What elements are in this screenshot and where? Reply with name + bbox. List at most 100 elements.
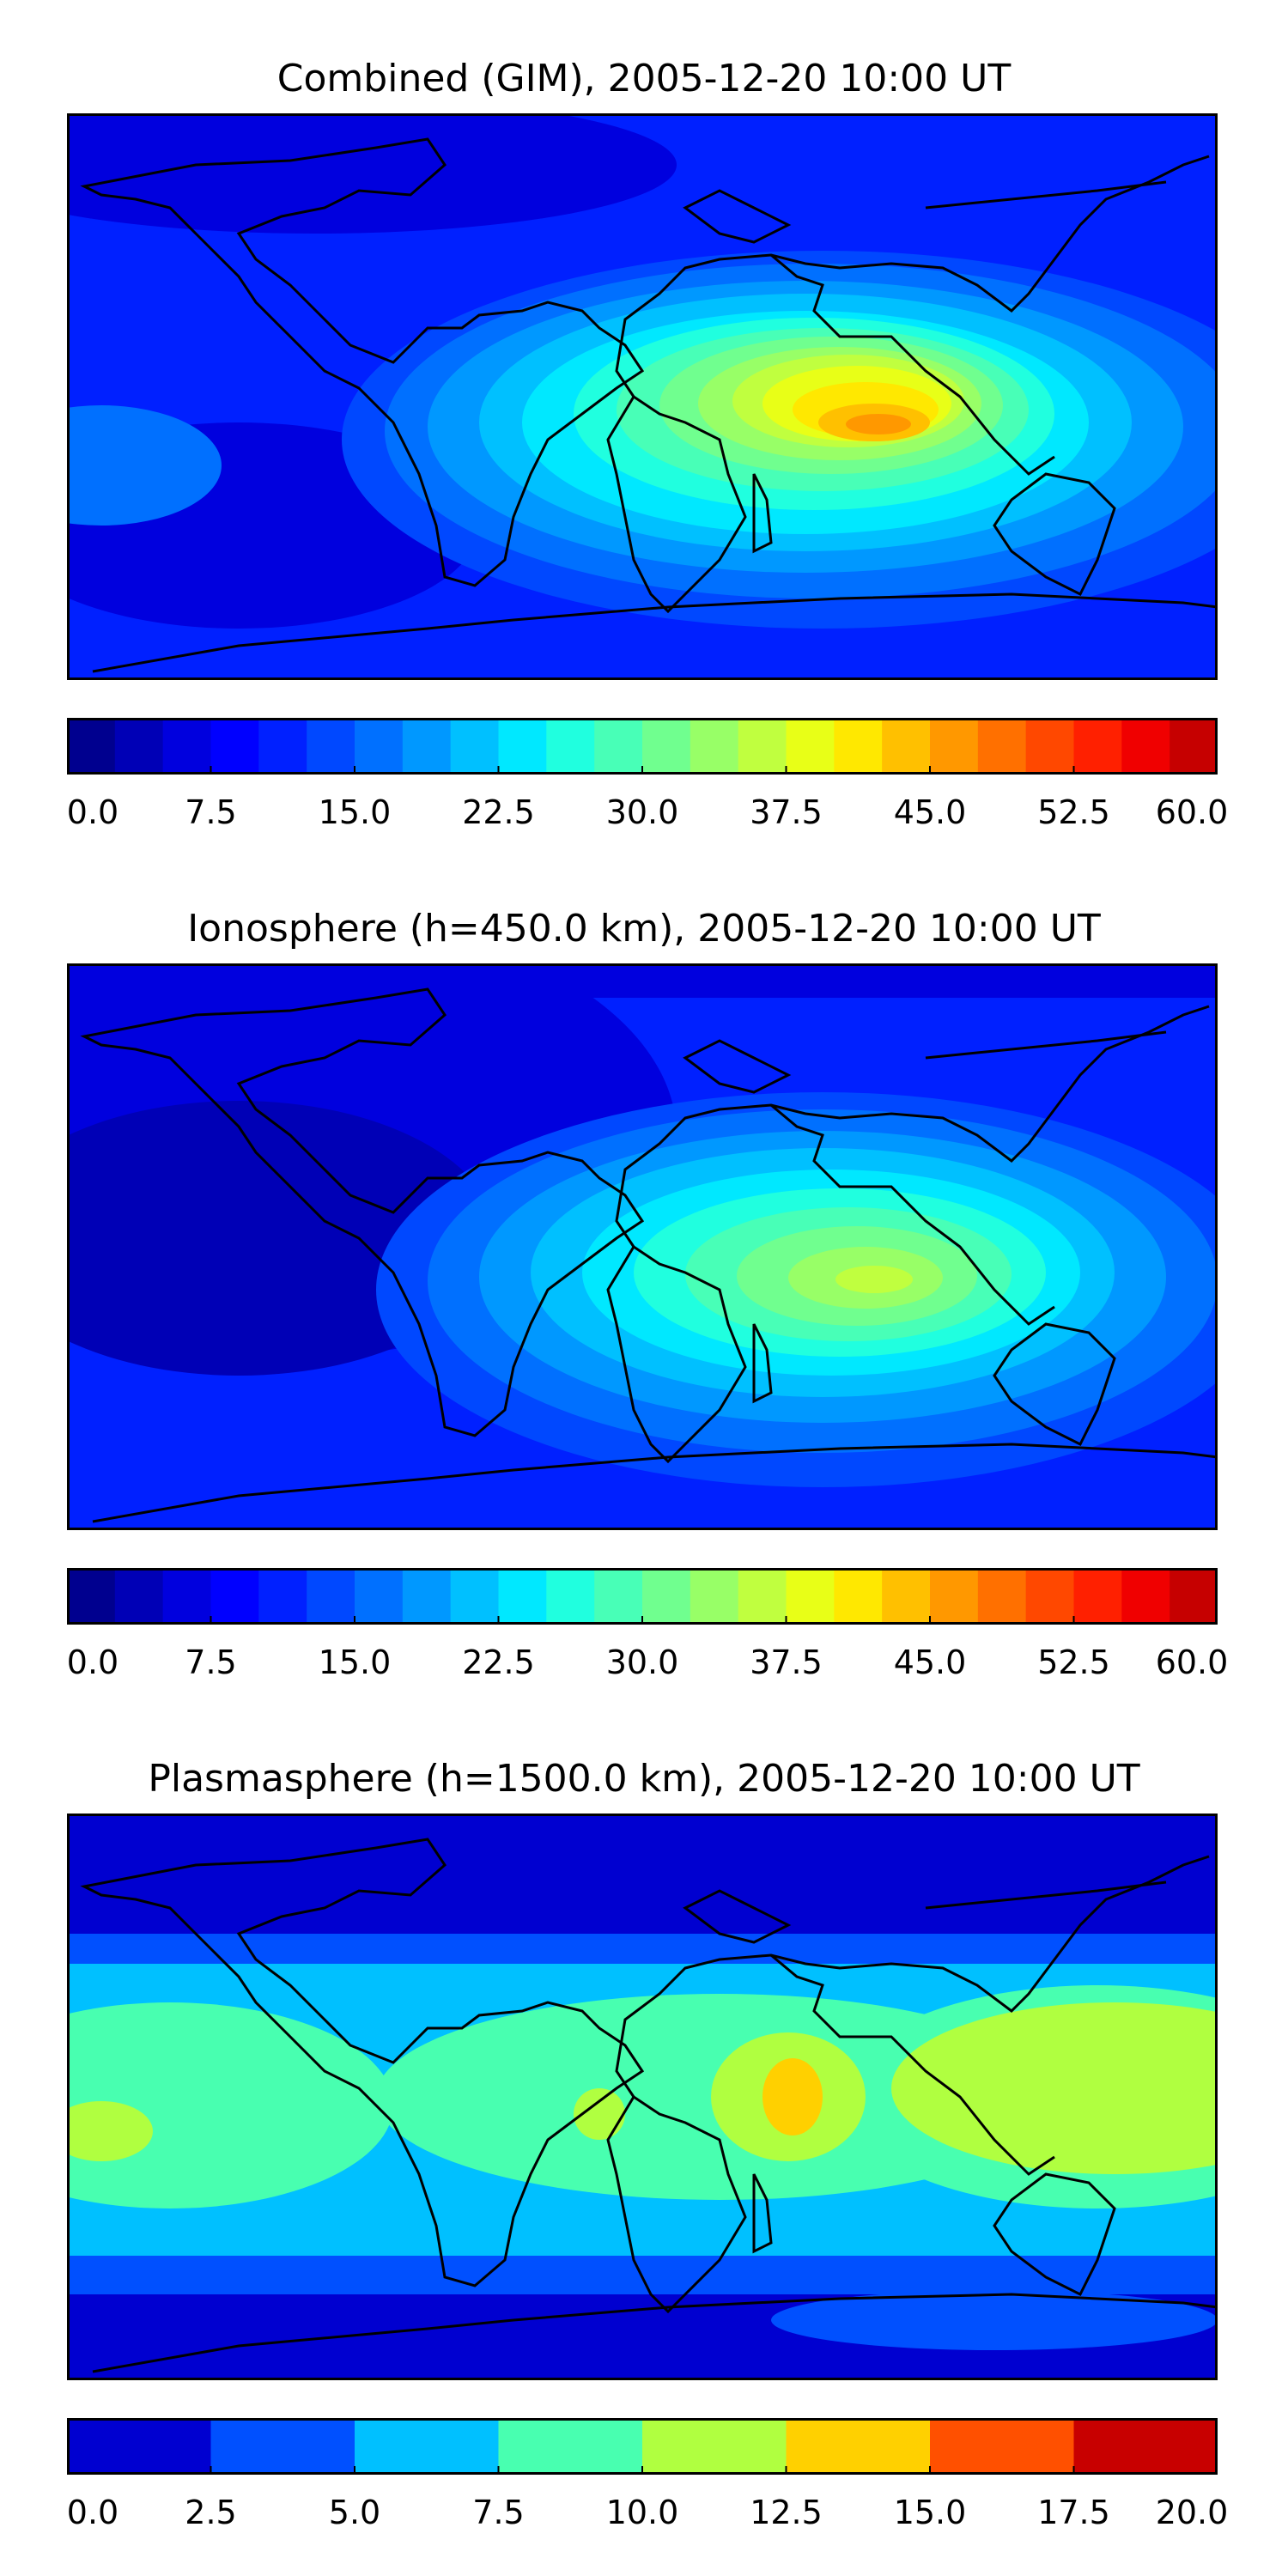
colorbar-tick-label: 7.5 — [185, 793, 237, 831]
colorbar-tick-label: 45.0 — [893, 793, 967, 831]
map-ionosphere — [67, 963, 1218, 1530]
colorbar-segment — [355, 2418, 500, 2475]
colorbar-segment — [834, 1568, 883, 1625]
colorbar-tick-label: 0.0 — [66, 2494, 119, 2531]
colorbar-segment — [210, 2418, 355, 2475]
colorbar-tick-label: 15.0 — [318, 1643, 392, 1681]
colorbar-segment — [355, 1568, 404, 1625]
colorbar-tick-label: 12.5 — [750, 2494, 823, 2531]
colorbar-segment — [258, 1568, 307, 1625]
colorbar-segment — [690, 1568, 739, 1625]
colorbar-segment — [1170, 718, 1218, 775]
colorbar-segment — [67, 1568, 116, 1625]
colorbar-segment — [402, 718, 452, 775]
colorbar-segment — [546, 718, 595, 775]
colorbar-tick-label: 30.0 — [605, 793, 679, 831]
colorbar-tick-label: 10.0 — [605, 2494, 679, 2531]
colorbar-segment — [930, 718, 979, 775]
colorbar-segment — [258, 718, 307, 775]
colorbar-tick-label: 52.5 — [1037, 793, 1110, 831]
colorbar-tick-label: 5.0 — [328, 2494, 381, 2531]
field-contour — [67, 113, 677, 234]
colorbar-segment — [977, 718, 1027, 775]
colorbar-segment — [546, 1568, 595, 1625]
colorbar-segment — [1073, 2418, 1218, 2475]
colorbar-tick-label: 60.0 — [1155, 1643, 1229, 1681]
field-contour — [574, 2088, 625, 2140]
colorbar-segment — [1025, 718, 1075, 775]
colorbar-tick-label: 7.5 — [185, 1643, 237, 1681]
colorbar-segment — [642, 718, 691, 775]
colorbar-segment — [498, 2418, 643, 2475]
colorbar-segment — [930, 1568, 979, 1625]
field-contour — [67, 2101, 153, 2161]
field-contour — [835, 1266, 913, 1293]
coastlines — [80, 137, 1218, 673]
colorbar-ticks-combined: 0.0 7.5 15.0 22.5 30.0 37.5 45.0 52.5 60.0 — [66, 793, 1229, 836]
colorbar-tick-label: 45.0 — [893, 1643, 967, 1681]
colorbar-segment — [1073, 718, 1122, 775]
colorbar-tick-label: 7.5 — [472, 2494, 525, 2531]
colorbar-segment — [642, 1568, 691, 1625]
colorbar-tick-label: 22.5 — [462, 1643, 535, 1681]
colorbar-tick-label: 15.0 — [318, 793, 392, 831]
colorbar-segment — [594, 1568, 643, 1625]
field-contour — [67, 405, 222, 526]
colorbar-segment — [162, 1568, 212, 1625]
colorbar-tick-label: 17.5 — [1037, 2494, 1110, 2531]
colorbar-segment — [882, 1568, 931, 1625]
colorbar-tick-label: 37.5 — [750, 1643, 823, 1681]
colorbar-combined — [67, 718, 1218, 775]
colorbar-segment — [930, 2418, 1075, 2475]
field-contour — [762, 2058, 823, 2136]
colorbar-segment — [1025, 1568, 1075, 1625]
colorbar-tick-label: 0.0 — [66, 1643, 119, 1681]
colorbar-segment — [642, 2418, 787, 2475]
colorbar-segment — [307, 1568, 355, 1625]
colorbar-segment — [450, 718, 500, 775]
colorbar-segment — [1073, 1568, 1122, 1625]
colorbar-segment — [114, 718, 164, 775]
colorbar-tick-label: 20.0 — [1155, 2494, 1229, 2531]
coastlines — [80, 987, 1218, 1523]
colorbar-segment — [882, 718, 931, 775]
field-contour — [771, 2290, 1218, 2350]
colorbar-segment — [355, 718, 404, 775]
colorbar-tick-label: 22.5 — [462, 793, 535, 831]
colorbar-segment — [834, 718, 883, 775]
colorbar-segment — [1121, 718, 1170, 775]
colorbar-tick-label: 0.0 — [66, 793, 119, 831]
colorbar-segment — [738, 718, 787, 775]
colorbar-segment — [498, 1568, 547, 1625]
colorbar-ionosphere — [67, 1568, 1218, 1625]
colorbar-tick-label: 60.0 — [1155, 793, 1229, 831]
field-contour — [846, 414, 911, 434]
map-frame — [67, 1814, 1218, 2380]
colorbar-segment — [114, 1568, 164, 1625]
colorbar-segment — [786, 2418, 931, 2475]
colorbar-segment — [162, 718, 212, 775]
colorbar-segment — [690, 718, 739, 775]
map-frame — [67, 113, 1218, 680]
colorbar-segment — [402, 1568, 452, 1625]
colorbar-segment — [210, 1568, 259, 1625]
colorbar-segment — [977, 1568, 1027, 1625]
colorbar-tick-label: 2.5 — [185, 2494, 237, 2531]
coastlines — [80, 1838, 1218, 2373]
chart-title-combined: Combined (GIM), 2005-12-20 10:00 UT — [276, 57, 1012, 100]
colorbar-tick-label: 15.0 — [893, 2494, 967, 2531]
field-contour — [67, 2002, 393, 2208]
colorbar-segment — [1121, 1568, 1170, 1625]
colorbar-segment — [786, 718, 835, 775]
colorbar-segment — [67, 718, 116, 775]
map-combined — [67, 113, 1218, 680]
field-contour — [891, 2002, 1218, 2174]
colorbar-segment — [67, 2418, 212, 2475]
colorbar-tick-label: 37.5 — [750, 793, 823, 831]
colorbar-segment — [738, 1568, 787, 1625]
colorbar-segment — [307, 718, 355, 775]
colorbar-plasmasphere — [67, 2418, 1218, 2475]
map-frame — [67, 963, 1218, 1530]
colorbar-ticks-ionosphere: 0.0 7.5 15.0 22.5 30.0 37.5 45.0 52.5 60.0 — [66, 1643, 1229, 1686]
colorbar-tick-label: 52.5 — [1037, 1643, 1110, 1681]
